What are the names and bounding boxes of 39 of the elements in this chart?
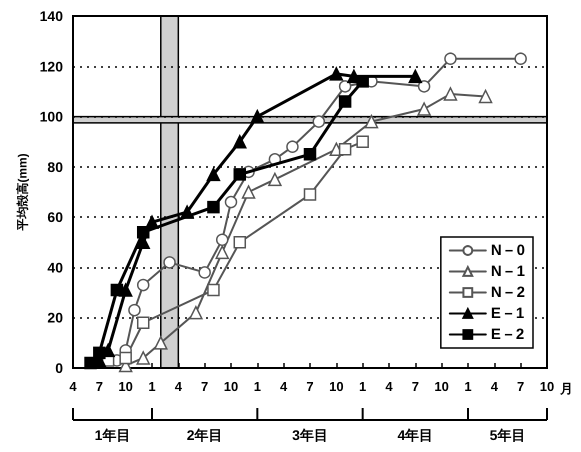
x-tick-label: 10 [540,379,554,394]
x-tick-label: 1 [464,379,472,394]
y-tick-label: 40 [47,259,64,276]
y-tick-label: 80 [47,158,64,175]
y-tick-label: 120 [40,58,64,74]
x-tick-label: 4 [69,379,78,394]
x-tick-label: 7 [412,379,419,394]
y-tick-label: 60 [47,209,64,226]
x-tick-label: 7 [517,379,524,394]
x-tick-label: 1 [359,379,366,394]
legend-label: N－1 [490,263,526,280]
legend-label: N－2 [490,284,526,301]
legend-label: E－1 [490,305,524,322]
text: 5年目 [490,427,526,443]
x-tick-label: 10 [224,379,238,394]
text: 1年目 [94,427,130,443]
x-tick-label: 7 [306,379,314,394]
x-tick-label: 4 [280,379,288,394]
y-tick-label: 140 [40,8,64,24]
x-tick-label: 4 [385,379,394,394]
x-tick-label: 4 [174,379,183,394]
text: 3年目 [292,427,328,443]
x-tick-label: 1 [148,379,156,394]
y-tick-label: 20 [47,310,64,326]
x-tick-label: 10 [434,379,449,394]
y-tick-label: 0 [55,360,64,376]
text: 2年目 [186,427,223,443]
legend-label: E－2 [490,326,524,343]
x-tick-label: 7 [201,379,208,394]
legend-label: N－0 [490,242,526,259]
x-tick-label: 10 [329,379,344,394]
x-axis-title: 月 [559,381,574,396]
x-tick-label: 7 [96,379,103,394]
text: 4年目 [397,427,434,443]
x-tick-label: 10 [118,379,133,394]
y-axis-title: 平均殻高(mm) [16,153,30,232]
x-tick-label: 1 [254,379,261,394]
x-tick-label: 4 [490,379,499,394]
y-tick-label: 100 [40,108,64,125]
